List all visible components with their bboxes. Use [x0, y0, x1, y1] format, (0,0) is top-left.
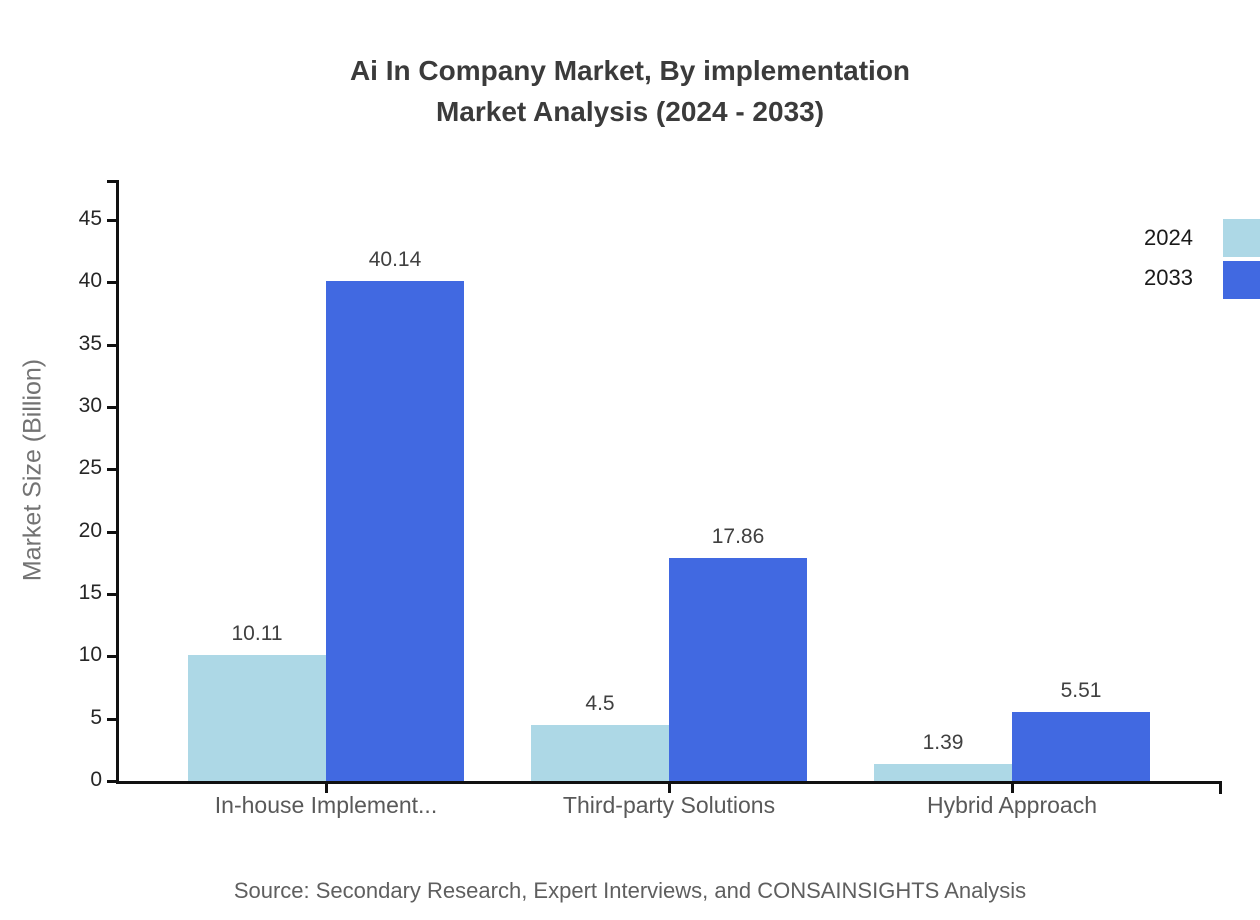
- bar-2033-0: [326, 281, 464, 781]
- bar-2024-2: [874, 764, 1012, 781]
- y-axis-tick: [107, 718, 116, 721]
- x-axis-tick: [668, 781, 671, 793]
- y-axis-tick-label: 45: [78, 207, 102, 230]
- y-axis-tick-label: 35: [78, 332, 102, 355]
- source-note: Source: Secondary Research, Expert Inter…: [233, 878, 1027, 903]
- y-axis-line: [116, 180, 119, 784]
- legend-swatch-2033: [1223, 261, 1260, 299]
- value-label: 10.11: [231, 622, 283, 645]
- bar-2024-0: [188, 655, 326, 781]
- chart-title-line2: Market Analysis (2024 - 2033): [435, 96, 825, 127]
- y-axis-tick: [107, 219, 116, 222]
- legend-swatch-2024: [1223, 219, 1260, 257]
- value-label: 5.51: [1060, 679, 1102, 702]
- y-axis-tick-label: 10: [78, 643, 102, 666]
- x-axis-category-label: Third-party Solutions: [562, 792, 776, 818]
- value-label: 1.39: [922, 731, 964, 754]
- y-axis-tick: [107, 468, 116, 471]
- y-axis-tick: [107, 655, 116, 658]
- legend-label-2024: 2024: [1144, 225, 1193, 250]
- y-axis-tick: [107, 344, 116, 347]
- y-axis-tick-label: 40: [78, 269, 102, 292]
- y-axis-tick-label: 25: [78, 456, 102, 479]
- x-axis-end-tick: [1219, 781, 1222, 794]
- legend-label-2033: 2033: [1144, 265, 1193, 290]
- y-axis-tick-label: 15: [78, 581, 102, 604]
- bar-2033-1: [669, 558, 807, 781]
- y-axis-tick-label: 20: [78, 519, 102, 542]
- y-axis-end-tick: [107, 180, 119, 183]
- value-label: 40.14: [368, 248, 422, 271]
- y-axis-tick-label: 5: [90, 706, 102, 729]
- y-axis-tick: [107, 281, 116, 284]
- y-axis-tick-label: 0: [90, 768, 102, 791]
- bar-2024-1: [531, 725, 669, 781]
- y-axis-tick: [107, 780, 116, 783]
- y-axis-tick-label: 30: [78, 394, 102, 417]
- y-axis-tick: [107, 593, 116, 596]
- bar-2033-2: [1012, 712, 1150, 781]
- y-axis-tick: [107, 406, 116, 409]
- y-axis-tick: [107, 531, 116, 534]
- chart-title-line1: Ai In Company Market, By implementation: [349, 55, 911, 86]
- value-label: 17.86: [711, 525, 765, 548]
- x-axis-tick: [1011, 781, 1014, 793]
- x-axis-category-label: In-house Implement...: [214, 792, 438, 818]
- chart-title: Ai In Company Market, By implementation …: [0, 50, 1260, 132]
- x-axis-category-label: Hybrid Approach: [926, 792, 1098, 818]
- value-label: 4.5: [585, 692, 615, 715]
- x-axis-tick: [325, 781, 328, 793]
